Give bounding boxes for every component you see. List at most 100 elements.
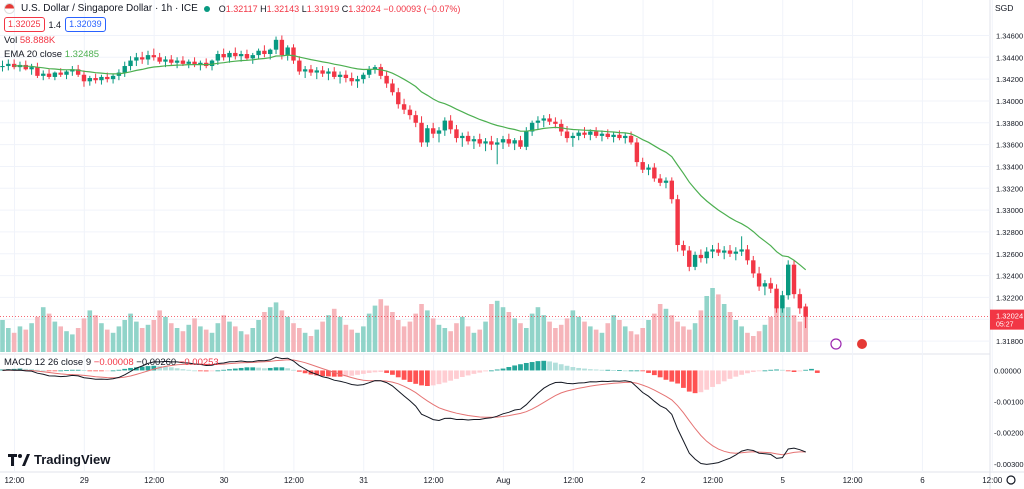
volume-bar <box>593 329 599 352</box>
macd-legend[interactable]: MACD 12 26 close 9 −0.00008 −0.00260 −0.… <box>4 357 219 368</box>
candle-body <box>87 78 92 82</box>
volume-bar <box>285 316 290 352</box>
candle-body <box>617 134 622 139</box>
volume-bar <box>710 288 715 352</box>
macd-histogram-bar <box>419 370 424 386</box>
candle-body <box>75 69 81 75</box>
volume-bar <box>11 332 17 352</box>
macd-histogram-bar <box>221 369 227 371</box>
macd-histogram-bar <box>785 370 791 372</box>
volume-bar <box>192 318 197 352</box>
ohlc-readout: O1.32117 H1.32143 L1.31919 C1.32024 −0.0… <box>218 3 461 14</box>
candle-body <box>174 60 180 63</box>
candle-body <box>576 132 581 136</box>
macd-histogram-bar <box>512 365 518 371</box>
tradingview-logo[interactable]: TradingView <box>8 452 110 467</box>
volume-bar <box>116 326 122 352</box>
volume-bar <box>23 329 29 352</box>
volume-bar <box>314 329 320 352</box>
candle-body <box>803 306 808 317</box>
volume-bar <box>541 315 547 352</box>
candle-body <box>419 122 424 143</box>
volume-bar <box>366 313 372 352</box>
macd-histogram-bar <box>133 367 139 371</box>
price-tick-label: 1.34000 <box>996 97 1023 106</box>
macd-histogram-bar <box>262 368 267 371</box>
volume-bar <box>273 302 279 352</box>
candle-body <box>384 75 389 84</box>
symbol-title[interactable]: U.S. Dollar / Singapore Dollar · 1h · IC… <box>21 3 198 14</box>
macd-histogram-bar <box>669 370 675 382</box>
candle-body <box>326 71 331 74</box>
price-tick-label: 1.34200 <box>996 75 1023 84</box>
candle-body <box>681 245 686 251</box>
macd-histogram-bar <box>465 370 471 376</box>
macd-histogram-bar <box>715 370 721 385</box>
volume-bar <box>40 307 46 352</box>
candle-body <box>29 67 34 70</box>
price-tick-label: 1.33000 <box>996 206 1023 215</box>
tradingview-icon <box>8 453 30 466</box>
volume-bar <box>6 328 11 352</box>
candle-body <box>128 60 133 67</box>
price-tick-label: 1.32200 <box>996 293 1023 302</box>
macd-histogram-bar <box>122 368 128 371</box>
settings-gear-icon <box>1006 475 1016 485</box>
macd-histogram-bar <box>116 369 122 371</box>
volume-bar <box>774 305 779 352</box>
us-economic-event-icon <box>857 339 867 349</box>
ema-legend[interactable]: EMA 20 close 1.32485 <box>4 49 100 60</box>
candle-body <box>716 249 721 253</box>
price-axis[interactable]: SGD 1.34600 1.34400 1.34200 1.34000 1.33800 1.… <box>0 3 1024 469</box>
volume-bar <box>686 329 692 352</box>
volume-bar <box>70 334 75 352</box>
macd-histogram-bar <box>576 367 582 371</box>
lightning-event-icon <box>830 338 842 350</box>
volume-bar <box>413 313 419 352</box>
volume-bar <box>361 326 366 352</box>
volume-bar <box>669 315 675 352</box>
time-tick-label: 30 <box>220 476 229 485</box>
macd-histogram-bar <box>459 370 465 377</box>
macd-histogram-bar <box>75 369 81 371</box>
macd-histogram-bar <box>291 369 296 371</box>
macd-histogram-bar <box>651 370 657 376</box>
macd-histogram-bar <box>622 370 628 372</box>
volume-bar <box>553 328 558 352</box>
candle-body <box>238 54 244 57</box>
volume-bar <box>17 326 23 352</box>
macd-histogram-bar <box>244 367 250 371</box>
volume-legend[interactable]: Vol 58.888K <box>4 35 56 46</box>
ema-polyline <box>14 54 807 271</box>
volume-bar <box>582 321 587 352</box>
buy-price-button[interactable]: 1.32039 <box>65 17 106 32</box>
candle-body <box>70 69 75 72</box>
time-axis[interactable]: 12:00 29 12:00 30 12:00 31 12:00 Aug 12:00 2 12:00… <box>4 475 1016 485</box>
volume-bar <box>425 310 430 352</box>
sell-price-button[interactable]: 1.32025 <box>4 17 45 32</box>
volume-bar <box>454 323 459 352</box>
candle-body <box>221 54 226 58</box>
time-tick-label: 12:00 <box>144 476 165 485</box>
candle-body <box>774 288 779 309</box>
candle-body <box>495 142 500 145</box>
candle-body <box>786 264 791 296</box>
candle-body <box>460 135 465 139</box>
macd-histogram-bar <box>151 365 157 371</box>
candle-body <box>0 66 5 68</box>
macd-histogram-bar <box>360 370 366 374</box>
candle-body <box>465 135 471 142</box>
macd-histogram-bar <box>471 370 477 374</box>
macd-histogram-bar <box>314 370 320 376</box>
macd-histogram-bar <box>23 368 29 371</box>
candle-body <box>489 141 494 145</box>
volume-bar <box>436 324 442 352</box>
volume-bar <box>768 316 774 352</box>
volume-bar <box>622 326 628 352</box>
macd-histogram-bar <box>500 368 506 371</box>
candlesticks <box>0 35 808 329</box>
candle-body <box>698 254 704 259</box>
candle-body <box>273 39 279 50</box>
volume-bar <box>605 323 611 352</box>
